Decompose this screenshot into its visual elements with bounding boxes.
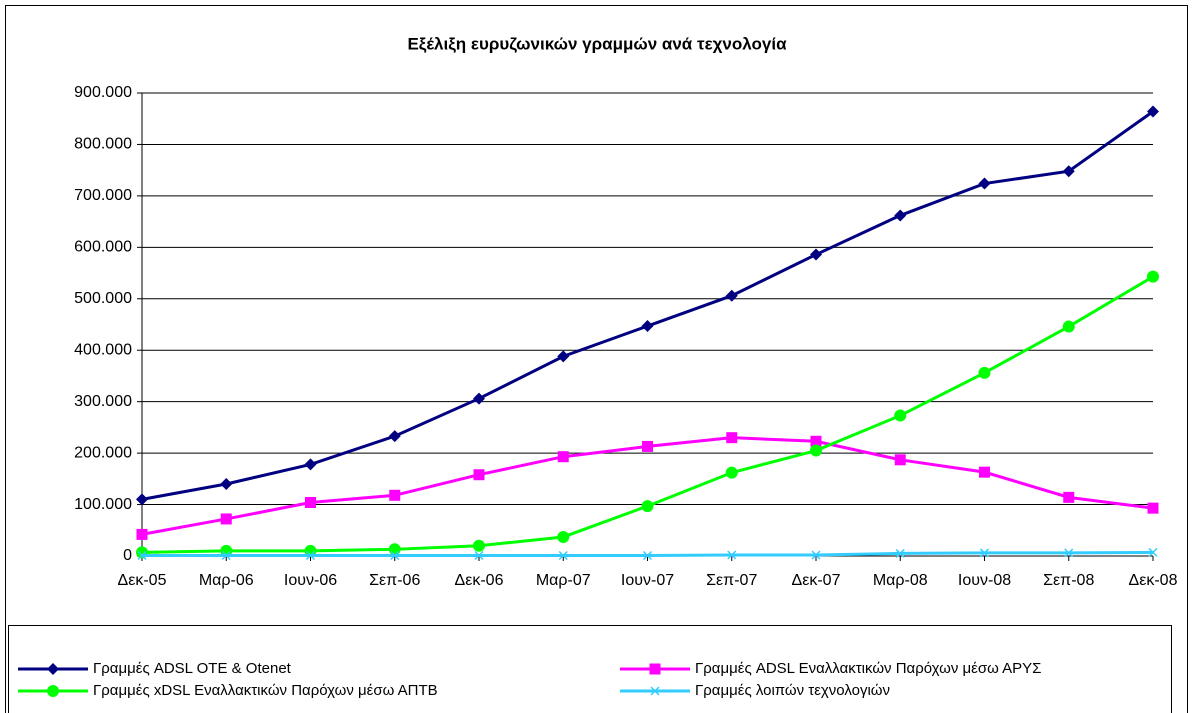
- data-point: [1148, 547, 1158, 557]
- chart-border: [5, 5, 1188, 713]
- legend-box: [8, 625, 1172, 713]
- data-point: [1064, 548, 1074, 558]
- y-tick-label: 900.000: [74, 84, 132, 101]
- x-tick-label: Μαρ-06: [199, 572, 254, 589]
- data-point: [810, 444, 822, 457]
- data-point: [304, 458, 317, 471]
- legend-label: Γραμμές ADSL OTE & Otenet: [93, 660, 292, 677]
- data-point: [305, 496, 316, 508]
- data-point: [304, 544, 317, 557]
- chart-title: Εξέλιξη ευρυζωνικών γραμμών ανά τεχνολογ…: [407, 34, 787, 53]
- legend-label: Γραμμές ADSL Εναλλακτικών Παρόχων μέσω Α…: [695, 660, 1041, 677]
- data-point: [220, 544, 233, 557]
- data-point: [1147, 270, 1159, 283]
- x-tick-label: Σεπ-08: [1043, 572, 1094, 589]
- data-point: [1147, 105, 1159, 118]
- data-point: [895, 548, 905, 558]
- data-point: [727, 550, 737, 560]
- x-tick-label: Ιουν-07: [621, 572, 674, 589]
- x-tick-label: Μαρ-08: [873, 572, 928, 589]
- data-point: [473, 539, 485, 552]
- x-tick-label: Ιουν-08: [958, 572, 1011, 589]
- legend-marker: [47, 685, 59, 697]
- data-point: [810, 435, 822, 447]
- data-point: [557, 451, 569, 463]
- x-tick-label: Δεκ-06: [455, 572, 504, 589]
- y-tick-label: 700.000: [74, 187, 132, 204]
- data-point: [220, 477, 233, 490]
- data-point: [979, 548, 990, 558]
- data-point: [1062, 165, 1075, 178]
- y-tick-label: 800.000: [74, 136, 132, 153]
- data-point: [558, 550, 568, 561]
- data-point: [220, 513, 232, 525]
- data-point: [557, 530, 570, 543]
- data-point: [979, 466, 990, 478]
- data-point: [136, 493, 148, 506]
- legend-marker: [47, 663, 59, 675]
- data-point: [474, 550, 484, 561]
- data-point: [894, 209, 907, 222]
- data-point: [725, 466, 738, 479]
- data-point: [978, 366, 991, 379]
- y-tick-label: 400.000: [74, 341, 132, 358]
- data-point: [473, 469, 485, 481]
- data-point: [642, 440, 653, 452]
- data-point: [725, 289, 738, 302]
- data-point: [390, 550, 400, 561]
- data-point: [136, 528, 148, 540]
- data-point: [557, 350, 570, 363]
- data-point: [1063, 491, 1075, 503]
- y-tick-label: 600.000: [74, 239, 132, 256]
- x-tick-label: Δεκ-05: [118, 572, 167, 589]
- data-point: [1147, 502, 1159, 514]
- data-point: [811, 550, 821, 560]
- data-point: [388, 543, 401, 556]
- data-point: [221, 550, 231, 561]
- data-point: [726, 432, 738, 444]
- data-point: [137, 550, 147, 561]
- data-point: [894, 409, 907, 422]
- data-point: [389, 489, 401, 501]
- x-tick-label: Ιουν-06: [284, 572, 337, 589]
- y-tick-label: 100.000: [74, 496, 132, 513]
- y-tick-label: 300.000: [74, 393, 132, 410]
- legend-label: Γραμμές λοιπών τεχνολογιών: [695, 682, 890, 699]
- x-tick-label: Δεκ-08: [1129, 572, 1178, 589]
- x-tick-label: Σεπ-07: [706, 572, 757, 589]
- data-point: [473, 392, 485, 405]
- data-point: [642, 550, 653, 561]
- data-point: [1062, 320, 1075, 333]
- data-point: [978, 177, 991, 190]
- y-tick-label: 0: [123, 547, 132, 564]
- y-tick-label: 200.000: [74, 444, 132, 461]
- data-point: [641, 500, 654, 513]
- x-tick-label: Δεκ-07: [792, 572, 841, 589]
- data-point: [305, 550, 316, 561]
- legend-marker: [650, 686, 660, 696]
- legend-marker: [649, 663, 661, 675]
- legend-label: Γραμμές xDSL Εναλλακτικών Παρόχων μέσω Α…: [93, 682, 438, 699]
- data-point: [388, 430, 401, 443]
- data-point: [894, 454, 906, 466]
- y-tick-label: 500.000: [74, 290, 132, 307]
- data-point: [641, 320, 654, 333]
- x-tick-label: Σεπ-06: [369, 572, 420, 589]
- data-point: [810, 248, 822, 261]
- x-tick-label: Μαρ-07: [536, 572, 591, 589]
